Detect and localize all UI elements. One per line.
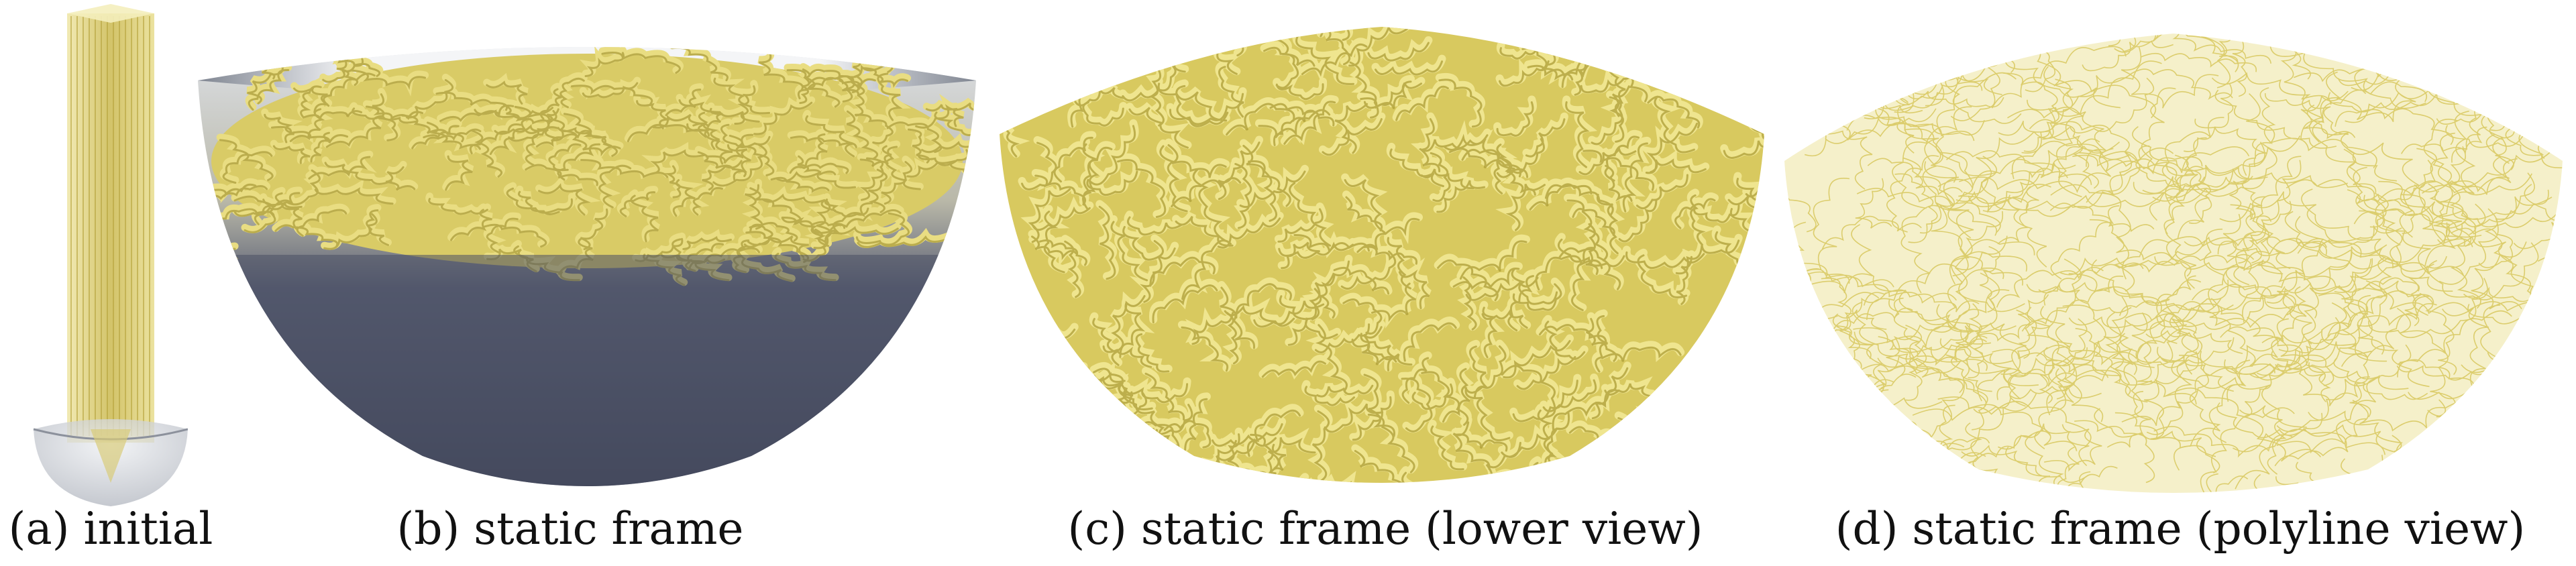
caption-d: (d) static frame (polyline view) xyxy=(1835,503,2526,555)
panel-c-lower-view-image xyxy=(993,0,1771,510)
panel-d-polyline-view-image xyxy=(1778,0,2569,510)
panel-a-initial-image xyxy=(20,0,188,510)
noodle-bowl-render xyxy=(198,47,976,486)
initial-noodle-column xyxy=(33,4,188,506)
noodle-polyline-render xyxy=(1784,34,2563,493)
noodle-mass-lower-view-render xyxy=(1000,27,1764,483)
caption-b: (b) static frame xyxy=(396,503,744,555)
caption-a: (a) initial xyxy=(8,503,213,555)
caption-c: (c) static frame (lower view) xyxy=(1067,503,1703,555)
panel-b-static-frame-image xyxy=(195,0,979,510)
